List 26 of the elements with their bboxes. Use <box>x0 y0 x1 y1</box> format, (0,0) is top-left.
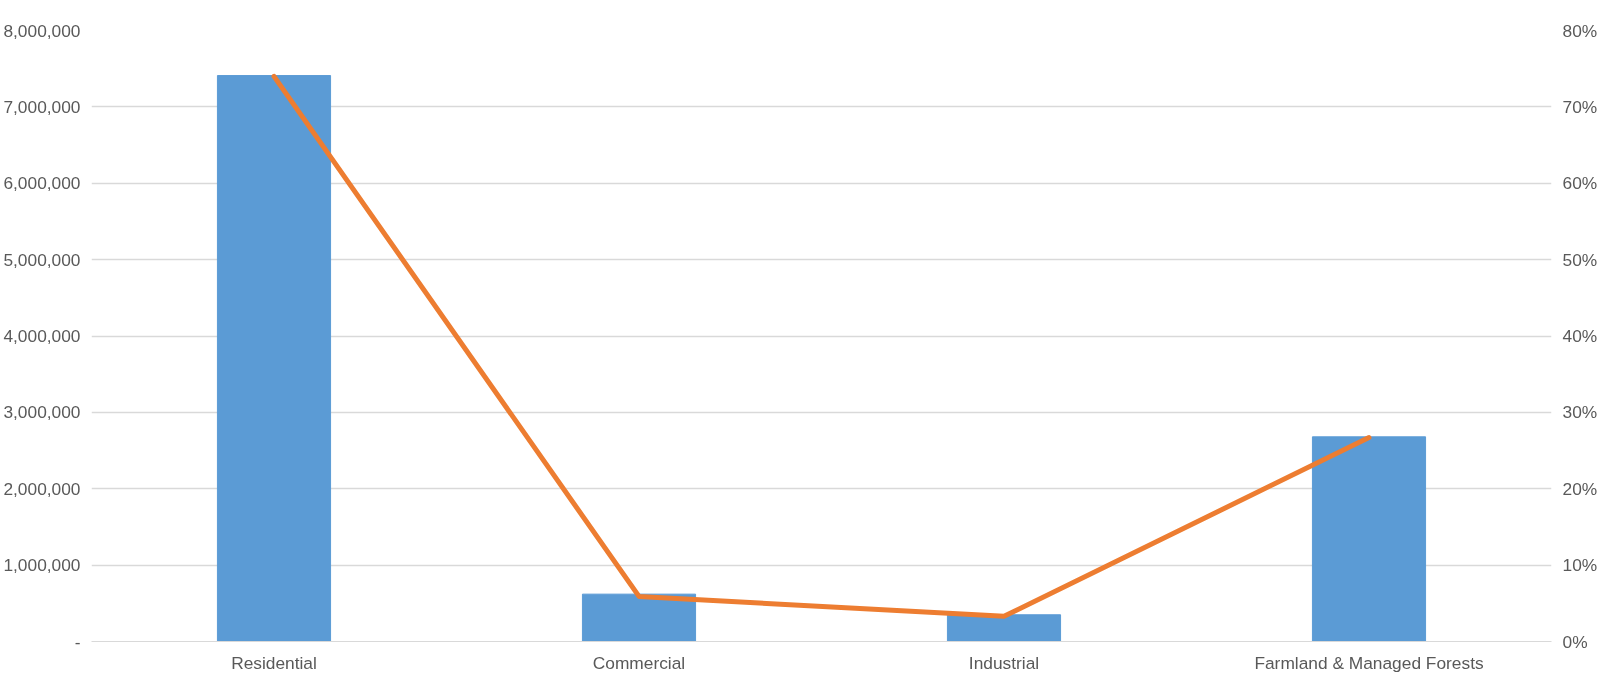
y-tick-label: 1,000,000 <box>3 555 81 576</box>
y-tick-label: 8,000,000 <box>3 20 81 41</box>
x-tick-label: Residential <box>231 652 317 673</box>
y-tick-label: - <box>74 631 81 652</box>
y-tick-label: 2,000,000 <box>3 478 81 499</box>
x-tick-label: Industrial <box>968 652 1040 673</box>
y2-tick-label: 80% <box>1562 20 1598 41</box>
bar <box>1311 436 1427 642</box>
y2-tick-label: 10% <box>1562 555 1598 576</box>
y2-tick-label: 20% <box>1562 478 1598 499</box>
y2-tick-label: 0% <box>1562 631 1588 652</box>
y2-tick-label: 30% <box>1562 402 1598 423</box>
y-tick-label: 4,000,000 <box>3 326 81 346</box>
bar <box>216 75 332 642</box>
y-tick-label: 3,000,000 <box>3 402 81 423</box>
bar <box>946 614 1062 642</box>
x-tick-label: Farmland & Managed Forests <box>1254 652 1484 673</box>
y2-tick-label: 40% <box>1562 326 1598 346</box>
y-tick-label: 5,000,000 <box>3 249 81 270</box>
y2-tick-label: 50% <box>1562 249 1598 270</box>
bar <box>581 593 697 642</box>
y-tick-label: 7,000,000 <box>3 96 81 117</box>
x-tick-label: Commercial <box>592 652 686 673</box>
y-tick-label: 6,000,000 <box>3 173 81 194</box>
y2-tick-label: 70% <box>1562 96 1598 117</box>
y2-tick-label: 60% <box>1562 173 1598 194</box>
